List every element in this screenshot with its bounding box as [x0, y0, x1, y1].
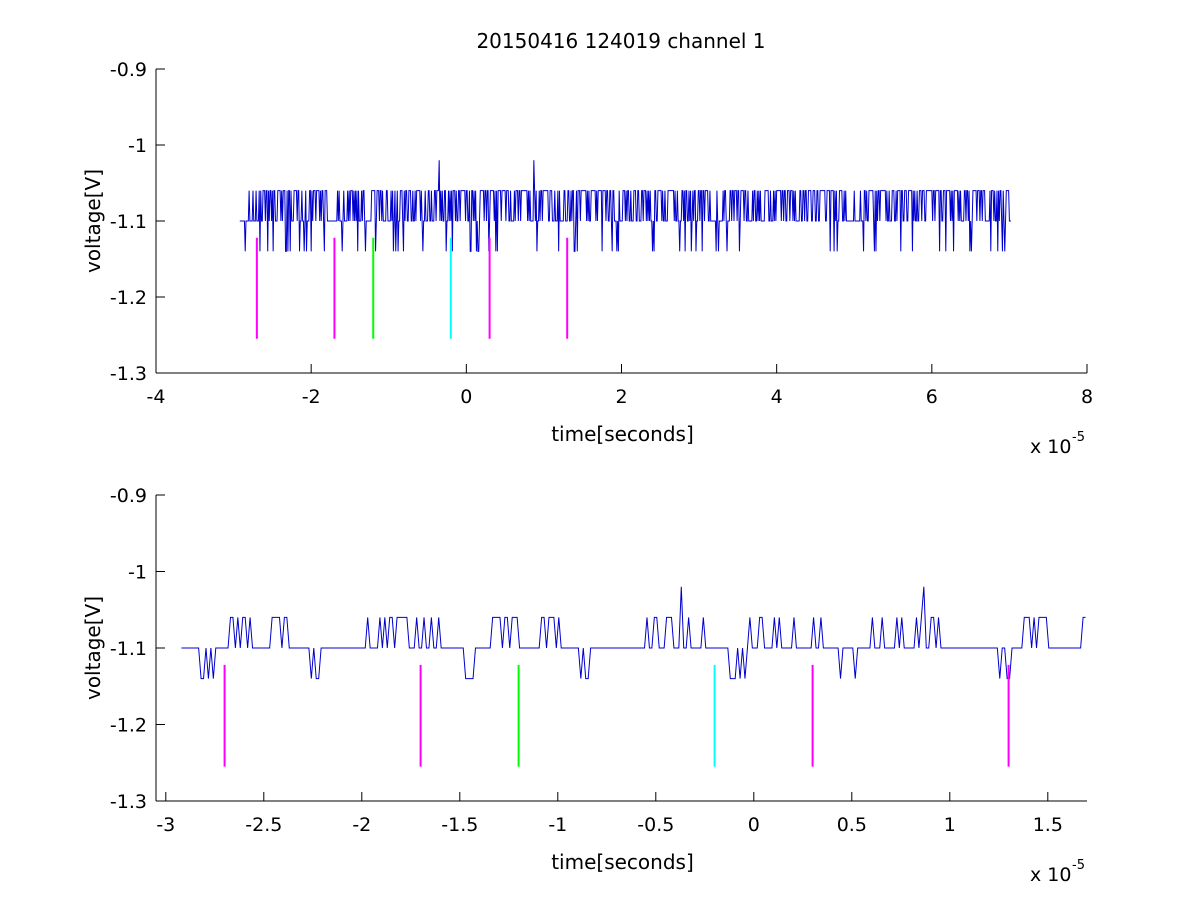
plot-bottom: -3 -2.5 -2 -1.5 -1 -0.5 0 0.5 1 1.5 -1.3 -1.2 -1.1 -1… — [81, 485, 1087, 886]
y-tick-label: -1.1 — [110, 211, 147, 233]
x-tick-label: 4 — [771, 386, 783, 408]
x-tick-label: -0.5 — [637, 814, 674, 836]
x-tick-label: -1.5 — [441, 814, 478, 836]
x-tick-label: -1 — [548, 814, 567, 836]
x-tick-label: 2 — [615, 386, 627, 408]
signal-trace — [239, 160, 1011, 252]
x-tick-label: 1.5 — [1033, 814, 1063, 836]
x-tick-label: 6 — [926, 386, 938, 408]
y-tick-label: -1.2 — [110, 287, 147, 309]
x-scale-exponent: -5 — [1072, 858, 1085, 873]
y-axis-label: voltage[V] — [81, 169, 105, 273]
figure-title: 20150416 124019 channel 1 — [476, 29, 765, 53]
signal-trace — [181, 586, 1086, 680]
x-scale-label: x 10 — [1030, 436, 1071, 458]
x-axis-label: time[seconds] — [551, 850, 694, 874]
y-tick-label: -1.3 — [110, 791, 147, 813]
y-tick-label: -1.2 — [110, 715, 147, 737]
y-tick-label: -1.3 — [110, 363, 147, 385]
x-tick-label: -2 — [352, 814, 371, 836]
y-tick-label: -1.1 — [110, 638, 147, 660]
x-tick-label: -2.5 — [245, 814, 282, 836]
y-tick-label: -1 — [128, 562, 147, 584]
x-tick-label: -4 — [147, 386, 166, 408]
y-tick-label: -0.9 — [110, 485, 147, 507]
x-tick-label: 8 — [1081, 386, 1093, 408]
y-tick-label: -1 — [128, 135, 147, 157]
x-scale-label: x 10 — [1030, 864, 1071, 886]
x-tick-label: 0.5 — [837, 814, 867, 836]
x-scale-exponent: -5 — [1072, 430, 1085, 445]
x-tick-label: -2 — [302, 386, 321, 408]
y-axis-label: voltage[V] — [81, 596, 105, 700]
x-tick-label: 0 — [748, 814, 760, 836]
plot-top: -4 -2 0 2 4 6 8 -1.3 -1.2 -1.1 -1 -0.9 time[seconds]… — [81, 59, 1093, 458]
x-axis-label: time[seconds] — [551, 422, 694, 446]
x-tick-label: -3 — [156, 814, 175, 836]
x-tick-label: 1 — [944, 814, 956, 836]
x-tick-label: 0 — [460, 386, 472, 408]
y-tick-label: -0.9 — [110, 59, 147, 81]
